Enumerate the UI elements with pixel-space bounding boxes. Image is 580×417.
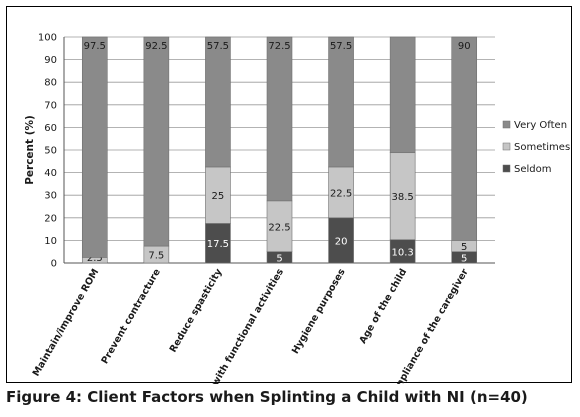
data-label: 57.5 <box>330 41 352 52</box>
data-label: 97.5 <box>84 41 106 52</box>
y-tick-label: 90 <box>44 55 57 66</box>
legend-label: Sometimes <box>514 142 570 153</box>
bar-segment-very-often <box>451 36 478 241</box>
x-tick-label: Prevent contracture <box>99 267 163 366</box>
bar-segment-very-often <box>389 36 416 154</box>
x-tick-label: Age of the child <box>357 267 409 346</box>
data-label: 2.5 <box>87 253 103 264</box>
y-tick-label: 40 <box>44 168 57 179</box>
figure-frame: 0 10 20 30 40 50 60 70 80 90 100 Percent (%) 2.5 97.5… <box>6 6 572 385</box>
data-label: 5 <box>461 253 467 264</box>
bar-segment-very-often <box>328 36 354 168</box>
y-tick-label: 30 <box>44 191 57 202</box>
y-tick-label: 60 <box>44 123 57 134</box>
bar-segment-very-often <box>266 36 293 202</box>
data-label: 25 <box>212 191 225 202</box>
y-tick-label: 20 <box>44 213 57 224</box>
legend-swatch <box>502 142 511 151</box>
y-tick-label: 0 <box>51 259 57 270</box>
bar-segment-seldom <box>328 217 354 264</box>
y-tick-label: 70 <box>44 100 57 111</box>
data-label: 20 <box>335 236 348 247</box>
data-label: 38.5 <box>392 192 414 203</box>
stacked-bar-chart: 0 10 20 30 40 50 60 70 80 90 100 Percent (%) 2.5 97.5… <box>24 33 570 385</box>
legend-swatch <box>502 164 511 173</box>
x-tick-label: Reduce spasticity <box>168 266 225 354</box>
legend-label: Seldom <box>514 164 552 175</box>
bar-segment-sometimes <box>266 200 293 253</box>
y-tick-label: 100 <box>38 33 57 44</box>
data-label: 7.5 <box>148 251 164 262</box>
bar-segment-sometimes <box>389 152 416 241</box>
bar-segment-very-often <box>81 36 108 258</box>
legend-label: Very Often <box>514 120 567 131</box>
data-label: 22.5 <box>330 188 352 199</box>
y-tick-label: 80 <box>44 78 57 89</box>
y-axis-label: Percent (%) <box>24 115 36 185</box>
y-tick-label: 50 <box>44 146 57 157</box>
data-label: 72.5 <box>268 41 290 52</box>
x-tick-label: Maintain/improve ROM <box>31 267 102 378</box>
data-label: 5 <box>461 242 467 253</box>
data-label: 5 <box>276 253 282 264</box>
data-label: 92.5 <box>145 41 167 52</box>
legend-swatch <box>502 120 511 129</box>
bar-segment-sometimes <box>328 166 354 219</box>
figure-caption: Figure 4: Client Factors when Splinting … <box>6 388 528 406</box>
data-label: 10.3 <box>392 247 414 258</box>
data-label: 17.5 <box>207 239 229 250</box>
bar-segment-very-often <box>143 36 170 247</box>
data-label: 22.5 <box>268 222 290 233</box>
bar-segment-very-often <box>205 36 231 168</box>
data-label: 57.5 <box>207 41 229 52</box>
data-label: 90 <box>458 41 471 52</box>
y-tick-label: 10 <box>44 236 57 247</box>
x-tick-label: Hygiene purposes <box>290 267 348 356</box>
